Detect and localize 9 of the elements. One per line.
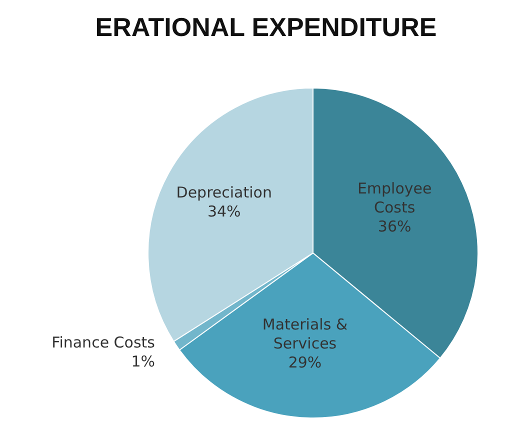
slice-label: Depreciation <box>176 183 272 202</box>
data-label: 34% <box>207 202 241 220</box>
slice-label: Finance Costs <box>52 333 156 352</box>
slice-label: Materials & Services <box>262 316 348 353</box>
data-label: 1% <box>131 352 155 370</box>
data-label: 29% <box>288 354 322 372</box>
data-label: 36% <box>378 217 412 236</box>
chart-title: ERATIONAL EXPENDITURE <box>94 12 438 43</box>
slice-label: Employee Costs <box>357 179 432 216</box>
